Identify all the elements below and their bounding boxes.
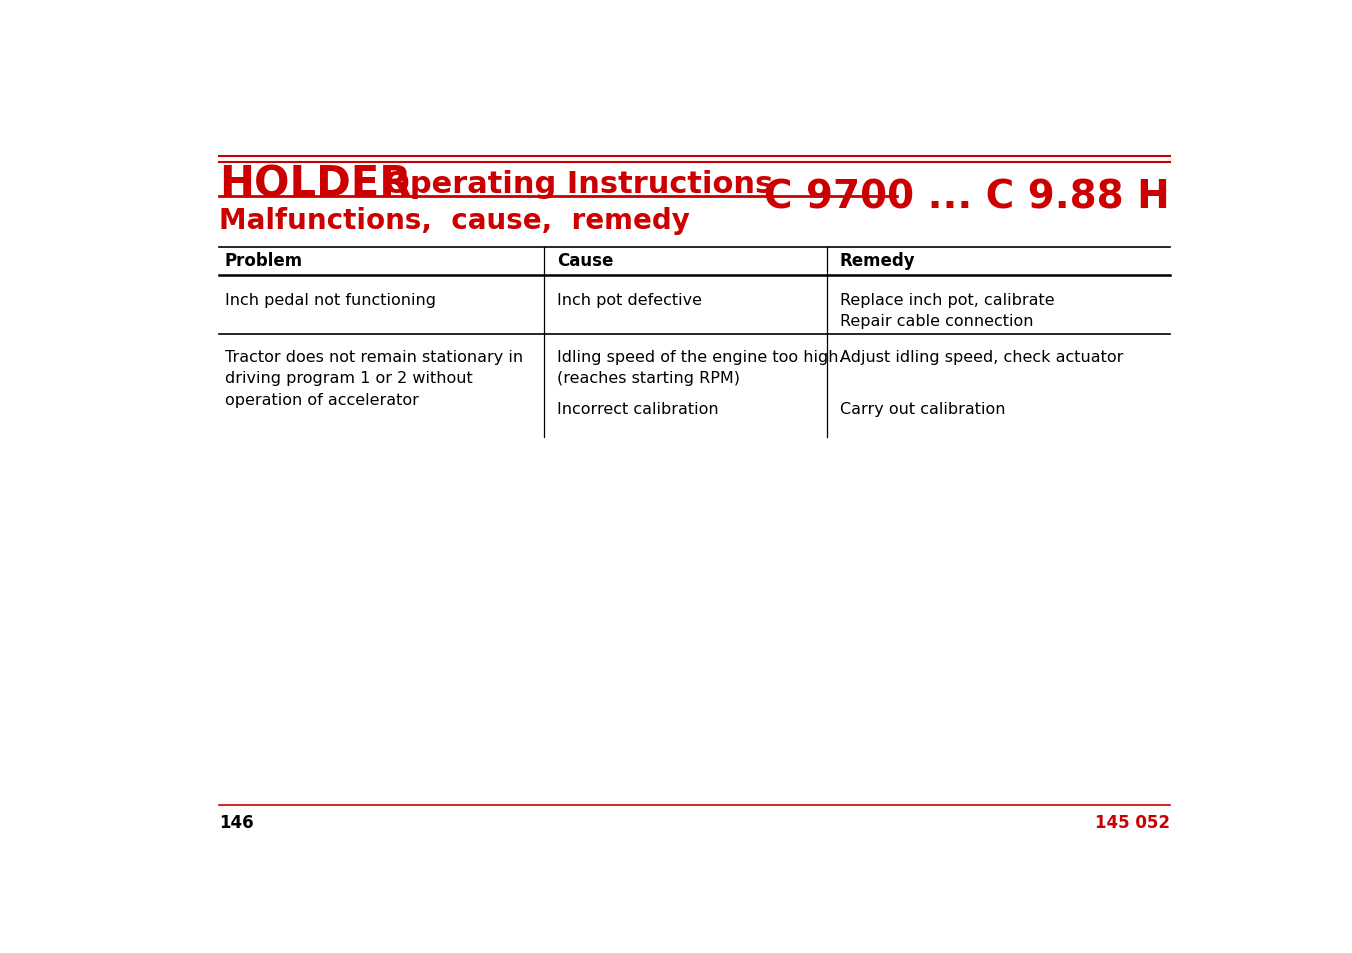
Text: Problem: Problem [224, 253, 303, 270]
Text: Adjust idling speed, check actuator: Adjust idling speed, check actuator [840, 349, 1124, 364]
Text: Inch pedal not functioning: Inch pedal not functioning [224, 293, 435, 308]
Text: HOLDER: HOLDER [219, 163, 411, 205]
Text: Idling speed of the engine too high.
(reaches starting RPM): Idling speed of the engine too high. (re… [557, 349, 844, 386]
Text: Malfunctions,  cause,  remedy: Malfunctions, cause, remedy [219, 207, 690, 234]
Text: Cause: Cause [557, 253, 612, 270]
Text: Inch pot defective: Inch pot defective [557, 293, 702, 308]
Text: Carry out calibration: Carry out calibration [840, 402, 1005, 417]
Text: 146: 146 [219, 814, 254, 831]
Text: Replace inch pot, calibrate
Repair cable connection: Replace inch pot, calibrate Repair cable… [840, 293, 1055, 329]
Text: Operating Instructions: Operating Instructions [384, 170, 773, 198]
Text: 145 052: 145 052 [1095, 814, 1169, 831]
Text: Tractor does not remain stationary in
driving program 1 or 2 without
operation o: Tractor does not remain stationary in dr… [224, 349, 523, 407]
Text: C 9700 ... C 9.88 H: C 9700 ... C 9.88 H [764, 178, 1169, 216]
Text: Incorrect calibration: Incorrect calibration [557, 402, 718, 417]
Text: Remedy: Remedy [840, 253, 915, 270]
